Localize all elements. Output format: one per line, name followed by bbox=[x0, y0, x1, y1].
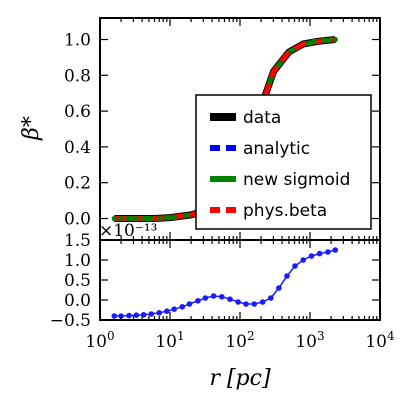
top-y-tick-label: 0.0 bbox=[64, 210, 91, 230]
residual-point bbox=[292, 263, 298, 269]
residual-point bbox=[243, 301, 249, 307]
bottom-series-layer bbox=[111, 247, 339, 319]
top-y-tick-label: 1.0 bbox=[64, 31, 91, 51]
bottom-y-tick-label: 1.0 bbox=[64, 251, 91, 271]
x-tick-label: 103 bbox=[295, 329, 324, 352]
bottom-y-tick-label: 0.0 bbox=[64, 291, 91, 311]
x-tick-label: 100 bbox=[85, 329, 114, 352]
bottom-y-tick-label: 0.5 bbox=[64, 271, 91, 291]
residual-point bbox=[235, 299, 241, 305]
bottom-ticks bbox=[100, 239, 380, 321]
x-tick-labels: 100 101 102 103 104 bbox=[85, 329, 395, 352]
residual-point bbox=[186, 301, 193, 307]
top-marker-point bbox=[321, 37, 327, 44]
bottom-plot-frame bbox=[99, 239, 381, 321]
bottom-y-tick-labels: −0.50.00.51.01.5 bbox=[50, 231, 91, 331]
residual-point bbox=[219, 294, 225, 300]
residual-point bbox=[308, 253, 315, 259]
legend-label-analytic: analytic bbox=[243, 139, 310, 159]
legend-label-phys-beta: phys.beta bbox=[243, 201, 327, 221]
residual-point bbox=[179, 304, 186, 310]
legend-label-data: data bbox=[243, 108, 281, 128]
residual-point bbox=[227, 296, 233, 303]
residual-point bbox=[316, 250, 323, 257]
top-y-tick-label: 0.4 bbox=[64, 138, 91, 158]
top-y-axis-title: β* bbox=[19, 116, 44, 141]
residual-point bbox=[300, 257, 307, 263]
residual-point bbox=[332, 247, 339, 253]
top-marker-point bbox=[141, 215, 147, 222]
residual-point bbox=[202, 295, 209, 301]
top-y-tick-label: 0.6 bbox=[64, 102, 91, 122]
top-y-tick-labels: 0.0 0.2 0.4 0.6 0.8 1.0 bbox=[64, 31, 91, 230]
residual-point bbox=[171, 306, 177, 313]
legend-label-new-sigmoid: new sigmoid bbox=[243, 170, 350, 190]
residual-point bbox=[251, 301, 258, 307]
residual-point bbox=[268, 295, 274, 301]
legend: data analytic new sigmoid phys.beta bbox=[195, 94, 372, 230]
residual-point bbox=[164, 308, 170, 315]
residual-point bbox=[195, 298, 201, 304]
top-y-tick-label: 0.2 bbox=[64, 174, 91, 194]
residual-point bbox=[126, 312, 132, 319]
bottom-y-tick-label: 1.5 bbox=[64, 231, 91, 251]
bottom-y-tick-label: −0.5 bbox=[50, 311, 91, 331]
offset-text: ×10⁻¹³ bbox=[99, 221, 157, 241]
residual-point bbox=[259, 299, 266, 305]
x-tick-label: 101 bbox=[155, 329, 184, 352]
top-marker-point bbox=[164, 215, 170, 221]
top-marker-point bbox=[156, 215, 162, 221]
top-marker-point bbox=[133, 215, 139, 222]
top-marker-point bbox=[311, 38, 317, 44]
residual-point bbox=[148, 311, 155, 317]
residual-point bbox=[156, 310, 162, 316]
top-marker-point bbox=[332, 36, 338, 43]
residual-point bbox=[133, 312, 140, 319]
residual-point bbox=[325, 249, 331, 255]
top-marker-point bbox=[118, 215, 124, 222]
top-marker-point bbox=[148, 215, 154, 222]
x-axis-title: r [pc] bbox=[209, 366, 270, 391]
x-tick-label: 104 bbox=[365, 329, 395, 352]
residual-point bbox=[210, 293, 217, 299]
x-tick-label: 102 bbox=[225, 329, 254, 352]
residual-point bbox=[111, 313, 118, 319]
top-marker-point bbox=[111, 215, 117, 222]
residual-point bbox=[276, 285, 282, 291]
residual-point bbox=[284, 273, 290, 279]
bottom-panel: −0.50.00.51.01.5 100 101 102 103 104 ×10⁻¹³ … bbox=[50, 221, 395, 391]
top-marker-point bbox=[126, 215, 132, 222]
top-marker-point bbox=[171, 214, 177, 220]
top-y-tick-label: 0.8 bbox=[64, 66, 91, 86]
